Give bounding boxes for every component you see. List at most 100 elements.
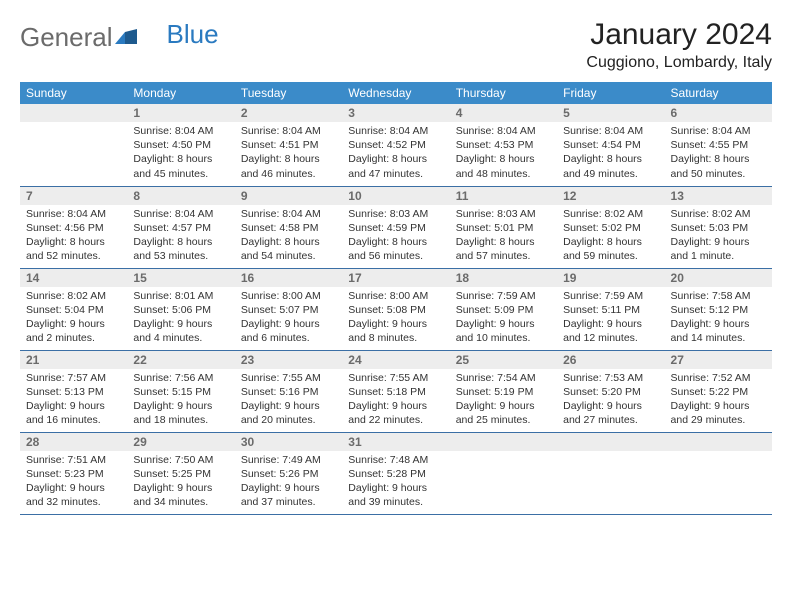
sunset-text: Sunset: 5:07 PM — [241, 303, 336, 317]
sunrise-text: Sunrise: 8:03 AM — [348, 207, 443, 221]
calendar-day-cell: 18Sunrise: 7:59 AMSunset: 5:09 PMDayligh… — [450, 268, 557, 350]
header: General Blue January 2024 Cuggiono, Lomb… — [20, 18, 772, 72]
calendar-body: 1Sunrise: 8:04 AMSunset: 4:50 PMDaylight… — [20, 104, 772, 514]
day-number: 11 — [450, 187, 557, 205]
daylight-text-1: Daylight: 9 hours — [671, 235, 766, 249]
calendar-day-cell: 5Sunrise: 8:04 AMSunset: 4:54 PMDaylight… — [557, 104, 664, 186]
daylight-text-2: and 59 minutes. — [563, 249, 658, 263]
sunset-text: Sunset: 5:20 PM — [563, 385, 658, 399]
daylight-text-2: and 56 minutes. — [348, 249, 443, 263]
sunset-text: Sunset: 4:54 PM — [563, 138, 658, 152]
day-details: Sunrise: 8:02 AMSunset: 5:02 PMDaylight:… — [557, 205, 664, 268]
calendar-day-cell: 22Sunrise: 7:56 AMSunset: 5:15 PMDayligh… — [127, 350, 234, 432]
sunset-text: Sunset: 5:09 PM — [456, 303, 551, 317]
calendar-day-cell: 8Sunrise: 8:04 AMSunset: 4:57 PMDaylight… — [127, 186, 234, 268]
day-details: Sunrise: 8:00 AMSunset: 5:07 PMDaylight:… — [235, 287, 342, 350]
sunset-text: Sunset: 4:58 PM — [241, 221, 336, 235]
day-details: Sunrise: 7:49 AMSunset: 5:26 PMDaylight:… — [235, 451, 342, 514]
sunset-text: Sunset: 4:53 PM — [456, 138, 551, 152]
weekday-header: Sunday — [20, 82, 127, 104]
calendar-day-cell: 31Sunrise: 7:48 AMSunset: 5:28 PMDayligh… — [342, 432, 449, 514]
sunrise-text: Sunrise: 7:53 AM — [563, 371, 658, 385]
sunrise-text: Sunrise: 7:56 AM — [133, 371, 228, 385]
sunrise-text: Sunrise: 7:59 AM — [456, 289, 551, 303]
day-number: 25 — [450, 351, 557, 369]
sunrise-text: Sunrise: 8:04 AM — [133, 207, 228, 221]
sunrise-text: Sunrise: 7:50 AM — [133, 453, 228, 467]
day-details: Sunrise: 7:54 AMSunset: 5:19 PMDaylight:… — [450, 369, 557, 432]
day-details: Sunrise: 8:03 AMSunset: 5:01 PMDaylight:… — [450, 205, 557, 268]
daylight-text-1: Daylight: 9 hours — [671, 399, 766, 413]
calendar-day-cell: 16Sunrise: 8:00 AMSunset: 5:07 PMDayligh… — [235, 268, 342, 350]
day-number — [557, 433, 664, 451]
day-details: Sunrise: 7:51 AMSunset: 5:23 PMDaylight:… — [20, 451, 127, 514]
sunrise-text: Sunrise: 8:02 AM — [26, 289, 121, 303]
day-details: Sunrise: 7:50 AMSunset: 5:25 PMDaylight:… — [127, 451, 234, 514]
sunset-text: Sunset: 5:16 PM — [241, 385, 336, 399]
sunset-text: Sunset: 5:19 PM — [456, 385, 551, 399]
daylight-text-1: Daylight: 8 hours — [563, 152, 658, 166]
day-number: 21 — [20, 351, 127, 369]
day-number: 4 — [450, 104, 557, 122]
sunrise-text: Sunrise: 7:52 AM — [671, 371, 766, 385]
daylight-text-1: Daylight: 8 hours — [241, 152, 336, 166]
sunset-text: Sunset: 5:25 PM — [133, 467, 228, 481]
sunset-text: Sunset: 4:51 PM — [241, 138, 336, 152]
calendar-day-cell: 2Sunrise: 8:04 AMSunset: 4:51 PMDaylight… — [235, 104, 342, 186]
day-details: Sunrise: 8:04 AMSunset: 4:56 PMDaylight:… — [20, 205, 127, 268]
daylight-text-1: Daylight: 8 hours — [133, 152, 228, 166]
day-number: 27 — [665, 351, 772, 369]
daylight-text-2: and 10 minutes. — [456, 331, 551, 345]
day-number: 10 — [342, 187, 449, 205]
calendar-day-cell: 23Sunrise: 7:55 AMSunset: 5:16 PMDayligh… — [235, 350, 342, 432]
weekday-header: Tuesday — [235, 82, 342, 104]
day-number: 8 — [127, 187, 234, 205]
logo-text-blue: Blue — [167, 19, 219, 50]
calendar-day-cell: 13Sunrise: 8:02 AMSunset: 5:03 PMDayligh… — [665, 186, 772, 268]
sunrise-text: Sunrise: 7:59 AM — [563, 289, 658, 303]
logo-mark-icon — [115, 23, 139, 54]
calendar-day-cell: 24Sunrise: 7:55 AMSunset: 5:18 PMDayligh… — [342, 350, 449, 432]
daylight-text-1: Daylight: 9 hours — [348, 317, 443, 331]
sunrise-text: Sunrise: 8:04 AM — [456, 124, 551, 138]
daylight-text-2: and 46 minutes. — [241, 167, 336, 181]
daylight-text-2: and 25 minutes. — [456, 413, 551, 427]
calendar-day-cell: 4Sunrise: 8:04 AMSunset: 4:53 PMDaylight… — [450, 104, 557, 186]
daylight-text-2: and 54 minutes. — [241, 249, 336, 263]
day-details: Sunrise: 7:52 AMSunset: 5:22 PMDaylight:… — [665, 369, 772, 432]
sunset-text: Sunset: 5:26 PM — [241, 467, 336, 481]
day-details: Sunrise: 8:04 AMSunset: 4:52 PMDaylight:… — [342, 122, 449, 185]
sunset-text: Sunset: 5:13 PM — [26, 385, 121, 399]
daylight-text-1: Daylight: 9 hours — [563, 317, 658, 331]
day-number: 29 — [127, 433, 234, 451]
day-details: Sunrise: 7:59 AMSunset: 5:09 PMDaylight:… — [450, 287, 557, 350]
daylight-text-1: Daylight: 9 hours — [26, 399, 121, 413]
daylight-text-2: and 1 minute. — [671, 249, 766, 263]
daylight-text-1: Daylight: 8 hours — [133, 235, 228, 249]
sunrise-text: Sunrise: 7:54 AM — [456, 371, 551, 385]
calendar-day-cell: 11Sunrise: 8:03 AMSunset: 5:01 PMDayligh… — [450, 186, 557, 268]
day-number: 6 — [665, 104, 772, 122]
daylight-text-1: Daylight: 8 hours — [671, 152, 766, 166]
sunset-text: Sunset: 5:01 PM — [456, 221, 551, 235]
sunrise-text: Sunrise: 7:55 AM — [348, 371, 443, 385]
day-number: 16 — [235, 269, 342, 287]
sunrise-text: Sunrise: 8:03 AM — [456, 207, 551, 221]
calendar-day-cell: 29Sunrise: 7:50 AMSunset: 5:25 PMDayligh… — [127, 432, 234, 514]
sunset-text: Sunset: 5:06 PM — [133, 303, 228, 317]
calendar-day-cell: 26Sunrise: 7:53 AMSunset: 5:20 PMDayligh… — [557, 350, 664, 432]
weekday-header: Wednesday — [342, 82, 449, 104]
daylight-text-2: and 32 minutes. — [26, 495, 121, 509]
day-details: Sunrise: 7:55 AMSunset: 5:18 PMDaylight:… — [342, 369, 449, 432]
daylight-text-1: Daylight: 9 hours — [241, 399, 336, 413]
day-number: 31 — [342, 433, 449, 451]
daylight-text-2: and 37 minutes. — [241, 495, 336, 509]
day-number: 7 — [20, 187, 127, 205]
daylight-text-1: Daylight: 9 hours — [133, 481, 228, 495]
daylight-text-2: and 27 minutes. — [563, 413, 658, 427]
calendar-day-cell: 15Sunrise: 8:01 AMSunset: 5:06 PMDayligh… — [127, 268, 234, 350]
daylight-text-2: and 57 minutes. — [456, 249, 551, 263]
daylight-text-1: Daylight: 8 hours — [26, 235, 121, 249]
daylight-text-1: Daylight: 9 hours — [348, 481, 443, 495]
calendar-day-cell: 21Sunrise: 7:57 AMSunset: 5:13 PMDayligh… — [20, 350, 127, 432]
